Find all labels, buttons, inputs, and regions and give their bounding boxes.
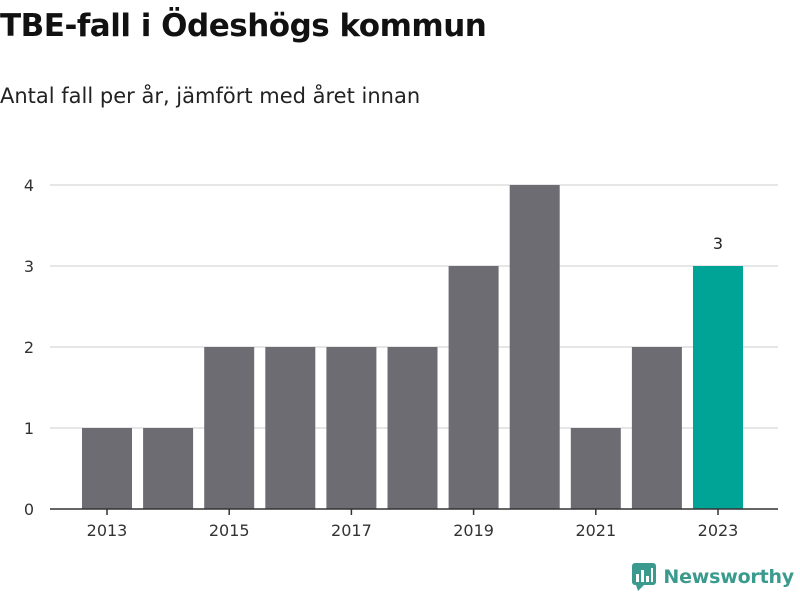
- newsworthy-chart-icon: [632, 563, 657, 591]
- bar-2022: [631, 347, 682, 509]
- bar-2020: [509, 185, 560, 509]
- newsworthy-logo: Newsworthy: [631, 562, 794, 592]
- bar-chart: 0 1 2 3 4 3 2013 2015 2017 2019 2021 2023: [24, 176, 778, 540]
- bar-2021: [570, 428, 621, 509]
- bar-2013: [82, 428, 132, 509]
- x-tick-label: 2015: [209, 521, 250, 540]
- chart-title: TBE-fall i Ödeshögs kommun: [0, 8, 487, 44]
- newsworthy-logo-text: Newsworthy: [663, 566, 794, 588]
- y-tick-label: 2: [24, 338, 34, 357]
- x-tick-label: 2013: [87, 521, 128, 540]
- data-label: 3: [713, 234, 723, 253]
- y-tick-label: 3: [24, 257, 34, 276]
- bar-2014: [143, 428, 194, 509]
- x-tick-label: 2023: [698, 521, 739, 540]
- x-tick-label: 2021: [575, 521, 616, 540]
- chart-subtitle: Antal fall per år, jämfört med året inna…: [0, 84, 421, 108]
- bar-2023: [693, 266, 743, 509]
- bar-2015: [204, 347, 255, 509]
- bar-2018: [387, 347, 438, 509]
- bar-2019: [448, 266, 499, 509]
- y-tick-label: 0: [24, 500, 34, 519]
- y-tick-label: 1: [24, 419, 34, 438]
- bar-2017: [326, 347, 377, 509]
- x-tick-label: 2017: [331, 521, 372, 540]
- bar-2016: [265, 347, 316, 509]
- x-tick-label: 2019: [453, 521, 494, 540]
- y-tick-label: 4: [24, 176, 34, 195]
